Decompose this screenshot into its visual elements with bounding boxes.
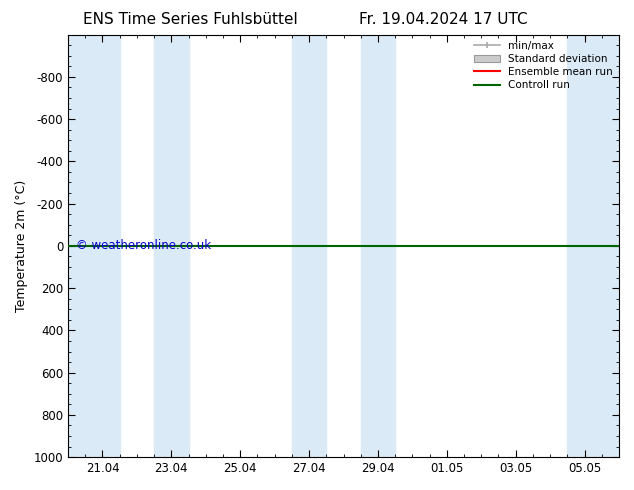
Y-axis label: Temperature 2m (°C): Temperature 2m (°C) (15, 180, 28, 312)
Text: Fr. 19.04.2024 17 UTC: Fr. 19.04.2024 17 UTC (359, 12, 528, 27)
Bar (567, 35, 619, 457)
Legend: min/max, Standard deviation, Ensemble mean run, Controll run: min/max, Standard deviation, Ensemble me… (469, 37, 617, 95)
Bar (68, 35, 120, 457)
Text: © weatheronline.co.uk: © weatheronline.co.uk (76, 240, 211, 252)
Bar (154, 35, 188, 457)
Bar (292, 35, 327, 457)
Text: ENS Time Series Fuhlsbüttel: ENS Time Series Fuhlsbüttel (83, 12, 297, 27)
Bar (361, 35, 395, 457)
